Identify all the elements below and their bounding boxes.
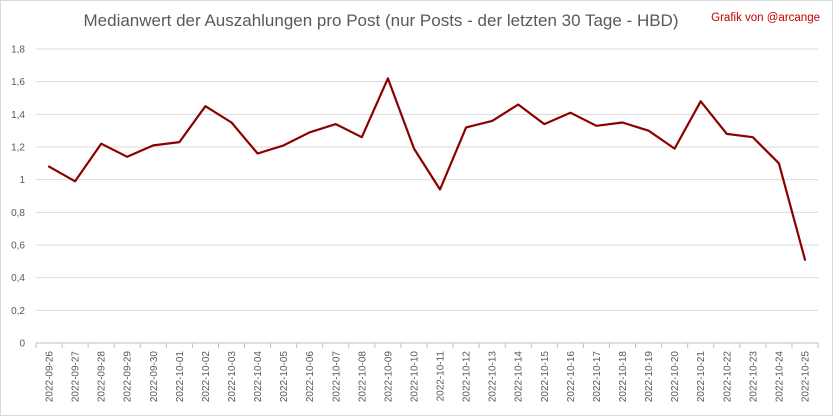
y-tick-label: 0,2 (11, 306, 25, 317)
x-axis-ticks: 2022-09-26 2022-09-27 2022-09-28 2022-09-29… (45, 351, 812, 403)
chart-credit: Grafik von @arcange (711, 12, 820, 24)
x-tick-label: 2022-10-15 (540, 351, 551, 403)
x-tick-label: 2022-09-30 (149, 351, 160, 403)
y-tick-label: 0 (19, 339, 25, 350)
x-tick-label: 2022-10-16 (566, 351, 577, 403)
x-tick-label: 2022-10-01 (175, 351, 186, 403)
y-tick-label: 0,4 (11, 273, 25, 284)
x-tick-label: 2022-10-17 (592, 351, 603, 403)
x-tick-label: 2022-09-26 (45, 351, 56, 403)
x-tick-label: 2022-10-10 (409, 351, 420, 403)
x-tick-label: 2022-10-05 (279, 351, 290, 403)
x-tick-label: 2022-10-21 (696, 351, 707, 403)
x-tick-label: 2022-10-18 (618, 351, 629, 403)
series-line (47, 77, 807, 261)
x-tick-label: 2022-10-20 (670, 351, 681, 403)
x-tick-label: 2022-09-28 (97, 351, 108, 403)
x-tick-label: 2022-10-07 (331, 351, 342, 403)
x-tick-label: 2022-10-19 (644, 351, 655, 403)
x-tick-label: 2022-10-09 (383, 351, 394, 403)
x-tick-label: 2022-10-24 (774, 351, 785, 403)
x-tick-label: 2022-09-27 (71, 351, 82, 403)
x-tick-label: 2022-10-12 (462, 351, 473, 403)
y-axis-ticks: 0 0,2 0,4 0,6 0,8 1 1,2 1,4 1,6 1,8 (11, 45, 25, 350)
y-tick-label: 1 (19, 175, 25, 186)
x-tick-label: 2022-10-14 (514, 351, 525, 403)
y-tick-label: 0,6 (11, 241, 25, 252)
chart-title: Medianwert der Auszahlungen pro Post (nu… (83, 11, 679, 30)
x-tick-label: 2022-10-06 (305, 351, 316, 403)
y-tick-label: 1,4 (11, 110, 25, 121)
series-group (47, 77, 807, 261)
y-tick-label: 1,8 (11, 45, 25, 56)
x-tick-label: 2022-10-04 (253, 351, 264, 403)
x-tick-label: 2022-10-11 (436, 351, 447, 402)
x-tick-label: 2022-10-08 (357, 351, 368, 403)
x-tick-label: 2022-10-02 (201, 351, 212, 403)
x-tick-label: 2022-10-03 (227, 351, 238, 403)
y-tick-label: 0,8 (11, 208, 25, 219)
y-tick-label: 1,2 (11, 143, 25, 154)
y-tick-label: 1,6 (11, 77, 25, 88)
x-tick-label: 2022-10-22 (722, 351, 733, 403)
x-tick-label: 2022-10-25 (800, 351, 811, 403)
x-tick-label: 2022-09-29 (123, 351, 134, 403)
gridlines (35, 48, 819, 348)
x-tick-label: 2022-10-23 (748, 351, 759, 403)
x-tick-label: 2022-10-13 (488, 351, 499, 403)
